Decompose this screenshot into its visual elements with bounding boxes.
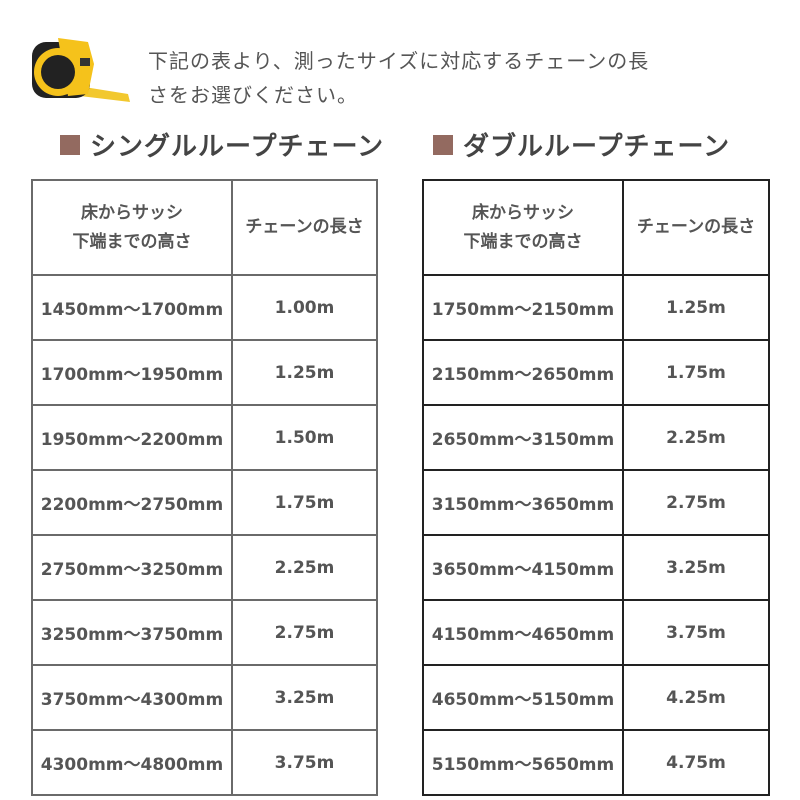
table-row: 2650mm〜3150mm 2.25m [422, 404, 770, 471]
header-height: 床からサッシ 下端までの高さ [31, 179, 233, 276]
table-row: 3750mm〜4300mm 3.25m [31, 664, 378, 731]
double-title: ダブルループチェーン [433, 126, 730, 163]
square-bullet-icon [433, 134, 453, 155]
chain-length: 3.25m [231, 664, 378, 731]
square-bullet-icon [60, 134, 80, 155]
height-range: 2200mm〜2750mm [31, 469, 233, 536]
tape-measure-icon [32, 38, 130, 102]
height-range: 4650mm〜5150mm [422, 664, 624, 731]
single-title: シングルループチェーン [60, 126, 384, 163]
table-row: 2200mm〜2750mm 1.75m [31, 469, 378, 536]
height-range: 5150mm〜5650mm [422, 729, 624, 796]
chain-length: 3.75m [622, 599, 770, 666]
height-range: 3150mm〜3650mm [422, 469, 624, 536]
table-header: 床からサッシ 下端までの高さ チェーンの長さ [31, 179, 378, 276]
height-range: 3250mm〜3750mm [31, 599, 233, 666]
chain-length: 4.75m [622, 729, 770, 796]
chain-length: 2.75m [622, 469, 770, 536]
height-range: 2750mm〜3250mm [31, 534, 233, 601]
chain-length: 4.25m [622, 664, 770, 731]
height-range: 4150mm〜4650mm [422, 599, 624, 666]
intro-text: 下記の表より、測ったサイズに対応するチェーンの長さをお選びください。 [148, 49, 650, 107]
chain-length: 1.25m [622, 274, 770, 341]
table-row: 1450mm〜1700mm 1.00m [31, 274, 378, 341]
chain-length: 2.25m [231, 534, 378, 601]
table-row: 1950mm〜2200mm 1.50m [31, 404, 378, 471]
chain-length: 2.75m [231, 599, 378, 666]
height-range: 1950mm〜2200mm [31, 404, 233, 471]
double-title-text: ダブルループチェーン [463, 132, 731, 162]
table-row: 5150mm〜5650mm 4.75m [422, 729, 770, 796]
height-range: 2650mm〜3150mm [422, 404, 624, 471]
table-header: 床からサッシ 下端までの高さ チェーンの長さ [422, 179, 770, 276]
height-range: 4300mm〜4800mm [31, 729, 233, 796]
chain-length: 3.75m [231, 729, 378, 796]
table-row: 3250mm〜3750mm 2.75m [31, 599, 378, 666]
height-range: 3750mm〜4300mm [31, 664, 233, 731]
chain-length: 1.50m [231, 404, 378, 471]
single-loop-table: 床からサッシ 下端までの高さ チェーンの長さ 1450mm〜1700mm 1.00m 17… [31, 179, 378, 796]
table-row: 3650mm〜4150mm 3.25m [422, 534, 770, 601]
table-row: 3150mm〜3650mm 2.75m [422, 469, 770, 536]
table-row: 4300mm〜4800mm 3.75m [31, 729, 378, 796]
header-length: チェーンの長さ [622, 179, 770, 276]
height-range: 2150mm〜2650mm [422, 339, 624, 406]
height-range: 1750mm〜2150mm [422, 274, 624, 341]
double-loop-table: 床からサッシ 下端までの高さ チェーンの長さ 1750mm〜2150mm 1.25m 21… [422, 179, 770, 796]
chain-length: 1.75m [622, 339, 770, 406]
chain-length: 1.25m [231, 339, 378, 406]
table-row: 1750mm〜2150mm 1.25m [422, 274, 770, 341]
header-length: チェーンの長さ [231, 179, 378, 276]
table-row: 1700mm〜1950mm 1.25m [31, 339, 378, 406]
table-row: 2750mm〜3250mm 2.25m [31, 534, 378, 601]
chain-length: 3.25m [622, 534, 770, 601]
table-row: 4150mm〜4650mm 3.75m [422, 599, 770, 666]
table-row: 4650mm〜5150mm 4.25m [422, 664, 770, 731]
height-range: 1450mm〜1700mm [31, 274, 233, 341]
height-range: 1700mm〜1950mm [31, 339, 233, 406]
chain-length: 1.00m [231, 274, 378, 341]
header-height: 床からサッシ 下端までの高さ [422, 179, 624, 276]
chain-length: 2.25m [622, 404, 770, 471]
single-title-text: シングルループチェーン [90, 132, 385, 162]
height-range: 3650mm〜4150mm [422, 534, 624, 601]
chain-length: 1.75m [231, 469, 378, 536]
table-row: 2150mm〜2650mm 1.75m [422, 339, 770, 406]
